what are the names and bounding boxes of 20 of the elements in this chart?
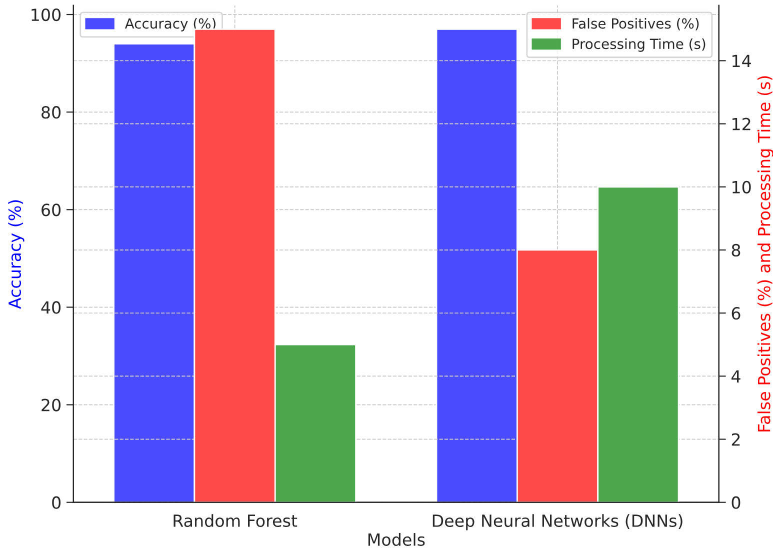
y-tick-label: 40	[41, 301, 61, 314]
y2-tick-label: 10	[732, 180, 751, 194]
y2-tick-label: 4	[732, 370, 740, 382]
y2-tick-label: 2	[732, 433, 740, 446]
y2-tick-label: 8	[732, 244, 740, 257]
y-tick-label: 80	[42, 106, 61, 119]
y2-tick-label: 6	[732, 307, 740, 320]
y-axis-title: Accuracy (%)	[8, 200, 24, 309]
y-tick-label: 60	[42, 204, 61, 216]
legend-label: False Positives (%)	[572, 18, 699, 30]
y-tick-label: 0	[52, 496, 61, 509]
y-tick-label: 100	[32, 8, 61, 22]
x-axis-title: Models	[368, 533, 425, 546]
y-tick-label: 20	[42, 398, 61, 412]
y2-tick-label: 0	[732, 496, 740, 509]
y2-tick-label: 12	[732, 118, 750, 130]
x-tick-label: Random Forest	[174, 514, 298, 528]
y2-tick-label: 14	[732, 54, 751, 68]
legend-label: Processing Time (s)	[572, 38, 706, 52]
x-tick-label: Deep Neural Networks (DNNs)	[432, 514, 682, 530]
